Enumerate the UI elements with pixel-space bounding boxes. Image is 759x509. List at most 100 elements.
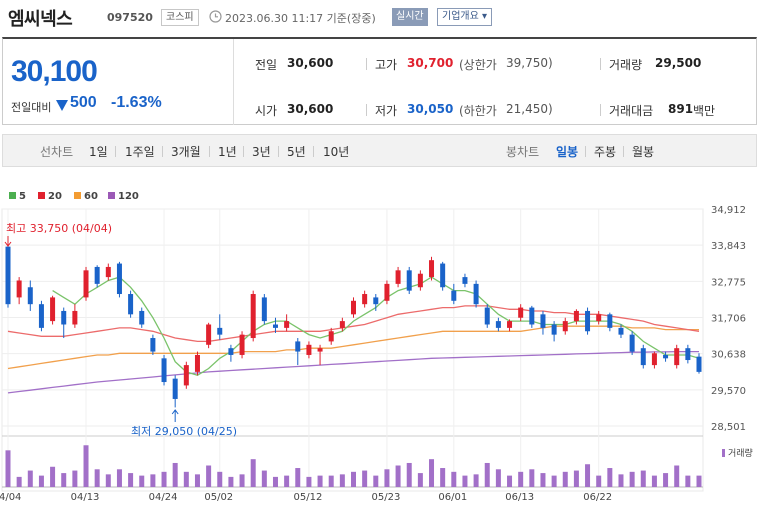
volume-bar — [94, 469, 100, 487]
volume-bar — [339, 474, 345, 487]
volume-bar — [373, 475, 379, 487]
period-1d[interactable]: 1일 — [89, 145, 108, 159]
x-tick-label: 05/23 — [372, 492, 401, 503]
candle-body — [94, 266, 100, 284]
candle-body — [250, 294, 256, 339]
volume-bar — [139, 475, 145, 487]
candle-monthly[interactable]: 월봉 — [632, 145, 655, 159]
divider — [366, 104, 367, 116]
volume-bar — [317, 475, 323, 487]
divider — [162, 146, 163, 157]
volume-bar — [61, 473, 67, 487]
volume-bar — [685, 475, 691, 487]
period-5y[interactable]: 5년 — [287, 145, 306, 159]
candle-body — [585, 310, 591, 332]
volume-bar — [406, 462, 412, 487]
legend-ma120: 120 — [108, 191, 139, 202]
volume-bar — [194, 474, 200, 487]
volume-bar — [5, 450, 11, 487]
high-value: 30,700 — [407, 56, 454, 70]
candle-body — [607, 314, 613, 328]
ma120-line — [7, 350, 699, 394]
realtime-button[interactable]: 실시간 — [392, 8, 428, 26]
current-price: 30,100 — [11, 55, 98, 88]
candle-weekly[interactable]: 주봉 — [594, 145, 617, 159]
volume-bar — [473, 474, 479, 487]
x-tick-label: 06/01 — [438, 492, 467, 503]
period-1y[interactable]: 1년 — [218, 145, 237, 159]
candle-body — [50, 297, 56, 322]
candle-body — [362, 294, 368, 305]
x-tick-label: 05/12 — [294, 492, 323, 503]
y-tick-label: 28,501 — [711, 422, 746, 433]
candle-body — [150, 338, 156, 352]
company-overview-button[interactable]: 기업개요 ▾ — [437, 8, 492, 26]
divider — [600, 104, 601, 116]
volume-bar — [462, 475, 468, 487]
low-marker-arrow — [171, 409, 179, 422]
divider — [115, 146, 116, 157]
period-1w[interactable]: 1주일 — [125, 145, 155, 159]
volume-bar — [629, 471, 635, 487]
candle-body — [317, 348, 323, 352]
high-marker-arrow — [4, 236, 12, 247]
volume-bar — [228, 476, 234, 487]
volume-bar — [161, 471, 167, 487]
y-tick-label: 33,843 — [711, 241, 746, 252]
y-tick-label: 32,775 — [711, 277, 746, 288]
volume-bar — [451, 471, 457, 487]
quote-timestamp: 2023.06.30 11:17 기준(장중) — [225, 12, 376, 25]
candle-daily[interactable]: 일봉 — [556, 145, 579, 159]
volume-bar — [518, 471, 524, 487]
volume-bar — [674, 465, 680, 487]
candle-body — [272, 324, 278, 328]
market-badge: 코스피 — [161, 9, 199, 26]
period-3y[interactable]: 3년 — [252, 145, 271, 159]
candle-body — [61, 310, 67, 325]
stock-code: 097520 — [107, 11, 153, 24]
volume-bar — [183, 471, 189, 487]
candle-body — [640, 348, 646, 366]
candle-body — [194, 354, 200, 372]
volume-bar — [38, 475, 44, 487]
x-tick-label: 05/02 — [204, 492, 233, 503]
candle-body — [440, 263, 446, 288]
candle-body — [417, 273, 423, 288]
candle-body — [161, 358, 167, 383]
period-3m[interactable]: 3개월 — [171, 145, 201, 159]
candle-body — [5, 246, 11, 305]
amount-unit: 백만 — [693, 104, 716, 118]
candle-body — [27, 287, 33, 305]
ma20-line — [7, 305, 700, 343]
candle-body — [183, 365, 189, 386]
stock-header: 엠씨넥스 097520 코스피 2023.06.30 11:17 기준(장중) … — [0, 0, 759, 36]
legend-ma5: 5 — [9, 191, 26, 202]
volume-bar — [529, 469, 535, 487]
volume-bar — [116, 469, 122, 487]
divider — [600, 58, 601, 70]
volume-bar — [239, 474, 245, 487]
upper-limit-label: (상한가 — [459, 58, 497, 72]
candle-body — [663, 354, 669, 359]
high-annotation: 최고 33,750 (04/04) — [6, 222, 113, 235]
candle-body — [373, 297, 379, 305]
candle-body — [172, 378, 178, 399]
divider — [278, 146, 279, 157]
candle-body — [651, 353, 657, 366]
amount-label: 거래대금 — [609, 104, 654, 118]
candle-body — [674, 348, 680, 366]
x-tick-label: 04/13 — [71, 492, 100, 503]
volume-bar — [105, 474, 111, 487]
high-label: 고가 — [375, 58, 398, 72]
legend-swatch — [74, 192, 81, 199]
lower-limit-value: 21,450) — [506, 102, 553, 116]
candle-body — [339, 321, 345, 328]
y-tick-label: 31,706 — [711, 314, 746, 325]
period-10y[interactable]: 10년 — [323, 145, 350, 159]
clock-icon — [209, 10, 222, 23]
legend-label: 120 — [118, 191, 139, 202]
candle-body — [685, 348, 691, 361]
low-label: 저가 — [375, 104, 398, 118]
volume-bar — [150, 474, 156, 487]
x-tick-label: 06/22 — [583, 492, 612, 503]
